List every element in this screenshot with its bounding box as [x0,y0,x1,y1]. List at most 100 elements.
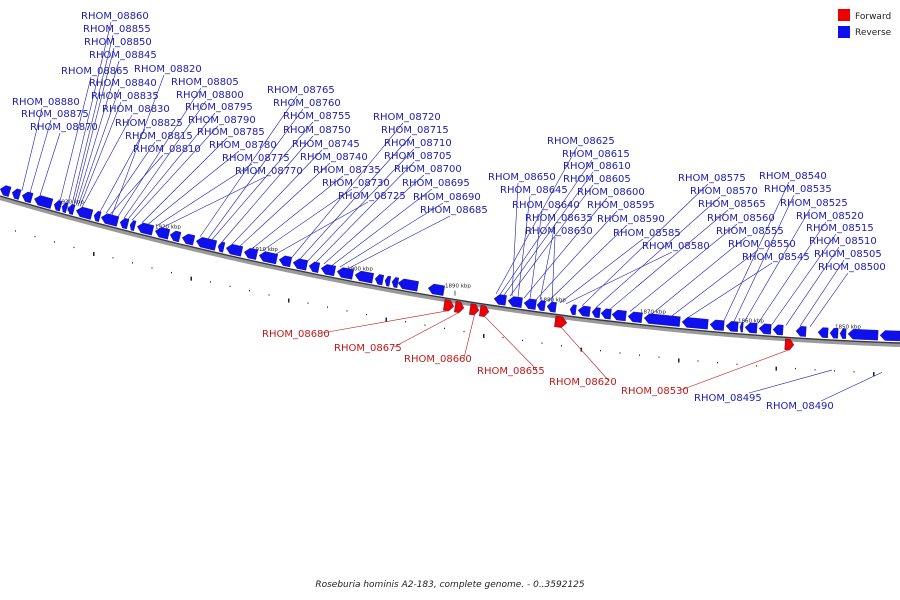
gene-label: RHOM_08600 [577,187,645,198]
minor-tick [385,317,387,322]
minor-tick [190,276,192,281]
gene-leader-line [511,182,519,297]
reverse-gene-arrow [507,296,523,308]
reverse-gene-arrow [61,202,69,213]
gene-leader-line [239,162,331,247]
forward-gene-track [443,299,795,351]
gene-label: RHOM_08790 [188,115,256,126]
reverse-gene-arrow [225,244,244,257]
minor-tick [873,371,875,376]
minor-tick [795,367,796,370]
gene-label: RHOM_08625 [547,136,615,147]
reverse-gene-arrow [577,305,591,317]
minor-tick [34,235,36,238]
minor-tick [112,257,114,259]
gene-leader-line [117,87,202,217]
gene-leader-line [503,171,594,296]
gene-label: RHOM_08780 [209,140,277,151]
gene-label: RHOM_08855 [83,24,151,35]
reverse-gene-arrow [217,241,226,253]
minor-tick [171,271,172,274]
reverse-gene-arrow [739,321,744,333]
reverse-gene-arrow [427,283,445,296]
gene-label: RHOM_08865 [61,66,129,77]
gene-leader-line [307,148,415,261]
gene-label: RHOM_08645 [500,185,568,196]
gene-label: RHOM_08615 [562,149,630,160]
reverse-gene-arrow [709,319,725,331]
gene-label: RHOM_08560 [707,213,775,224]
gene-leader-line [161,176,266,228]
tick-label: 1860 kbp [738,319,764,325]
gene-label: RHOM_08675 [334,343,402,354]
minor-tick [717,362,718,364]
tick-label: 1900 kbp [347,266,373,272]
reverse-gene-arrow [101,213,120,227]
gene-leader-line [733,194,795,322]
gene-leader-line [21,107,43,191]
gene-leader-line [261,188,353,252]
gene-label: RHOM_08540 [759,171,827,182]
reverse-gene-arrow [67,204,76,215]
gene-label: RHOM_08495 [694,393,762,404]
forward-gene-arrow [479,304,490,317]
gene-leader-line [77,88,120,207]
gene-label: RHOM_08580 [642,241,710,252]
gene-leader-line [291,122,404,258]
gene-label: RHOM_08715 [381,125,449,136]
minor-tick [132,262,133,264]
reverse-gene-arrow [292,258,309,271]
forward-gene-arrow [554,315,568,328]
gene-label: RHOM_08590 [597,214,665,225]
reverse-gene-arrow [137,222,155,236]
minor-tick [814,369,816,371]
gene-label: RHOM_08515 [806,223,874,234]
minor-tick [541,342,543,344]
gene-leader-line [127,112,216,220]
reverse-gene-arrow [53,200,63,212]
minor-tick [619,352,621,354]
minor-tick [307,302,309,304]
reverse-gene-arrow [181,233,196,246]
reverse-gene-arrow [258,251,279,265]
reverse-gene-arrow [169,230,182,243]
gene-leader-line [315,161,415,263]
gene-leader-line [155,163,253,227]
gene-leader-line [595,196,721,308]
reverse-gene-labels: RHOM_08860 RHOM_08855 RHOM_08850 RHOM_08845… [12,11,886,412]
reverse-gene-arrow [879,330,900,342]
minor-tick [151,267,153,269]
gene-label: RHOM_08725 [338,191,406,202]
minor-tick [346,310,348,312]
gene-label: RHOM_08845 [89,50,157,61]
minor-tick [697,360,699,362]
tick-label: 1880 kbp [540,298,566,304]
gene-leader-line [393,312,460,348]
reverse-gene-arrow [817,327,829,339]
gene-leader-line [79,101,122,207]
gene-leader-line [499,159,593,295]
gene-leader-line [535,210,618,300]
reverse-gene-arrow [681,317,709,330]
minor-tick [15,230,16,232]
gene-label: RHOM_08525 [780,198,848,209]
reverse-gene-arrow [627,311,643,323]
gene-label: RHOM_08870 [30,122,98,133]
gene-leader-line [809,272,849,328]
minor-tick-dots [15,230,875,376]
gene-label: RHOM_08755 [283,111,351,122]
gene-leader-line [463,314,475,359]
gene-label: RHOM_08565 [698,199,766,210]
minor-tick [502,336,504,339]
legend-reverse-swatch [838,26,850,38]
minor-tick [54,241,55,243]
gene-leader-line [251,175,344,249]
gene-label: RHOM_08685 [420,205,488,216]
gene-label: RHOM_08730 [322,178,390,189]
minor-tick [424,324,426,326]
gene-leader-line [757,221,827,324]
gene-leader-line [529,210,543,299]
gene-label: RHOM_08680 [262,329,330,340]
gene-leader-line [275,201,369,255]
